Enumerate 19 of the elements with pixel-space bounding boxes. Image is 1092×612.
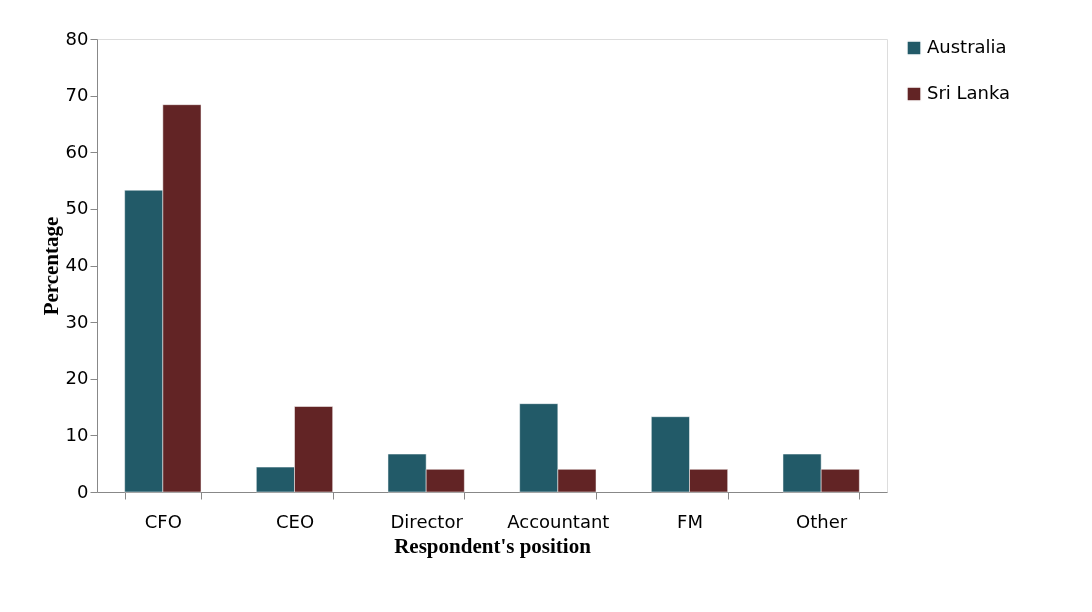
y-tick-label: 80	[65, 27, 89, 49]
y-axis-title: Percentage	[38, 216, 63, 316]
x-tick-label: Other	[796, 510, 848, 532]
x-tick-label: CFO	[144, 510, 182, 532]
y-tick-label: 70	[65, 84, 89, 106]
y-tick-label: 50	[65, 197, 89, 219]
x-tick-label: Director	[390, 510, 464, 532]
legend-label: Australia	[927, 36, 1007, 57]
y-tick-label: 60	[65, 140, 89, 162]
legend-label: Sri Lanka	[927, 82, 1011, 103]
y-tick-label: 40	[65, 254, 89, 275]
y-tick-label: 0	[77, 480, 89, 502]
y-tick-label: 30	[65, 310, 89, 332]
x-axis-title: Respondent's position	[394, 533, 592, 558]
x-tick-label: FM	[677, 510, 703, 532]
x-tick-label: Accountant	[507, 510, 610, 532]
y-tick-label: 10	[65, 423, 89, 445]
x-tick-label: CEO	[275, 510, 315, 532]
y-tick-label: 20	[65, 367, 89, 389]
